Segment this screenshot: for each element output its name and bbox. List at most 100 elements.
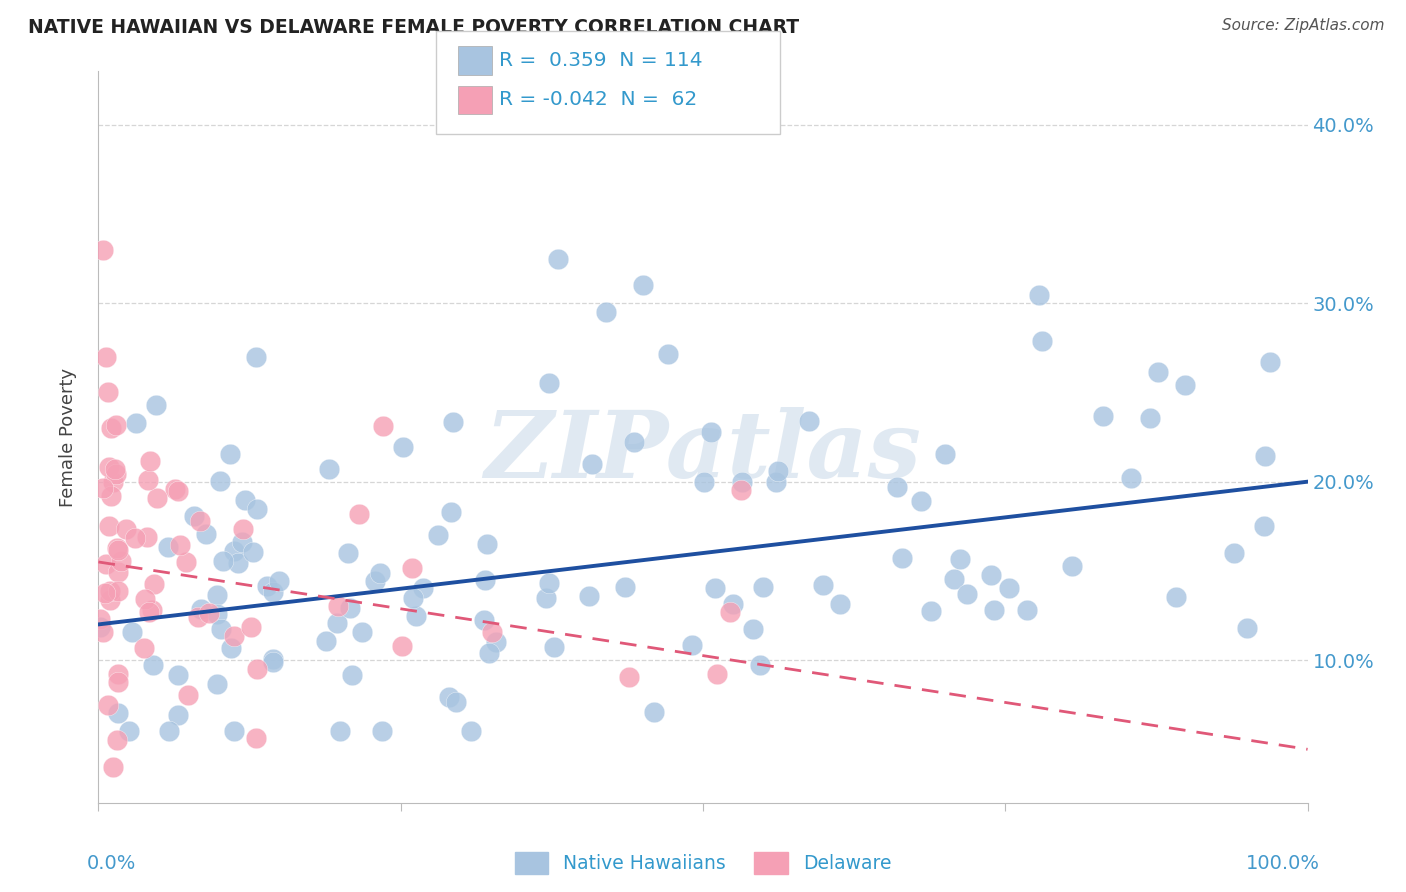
Point xyxy=(623,435,645,450)
Point xyxy=(481,625,503,640)
Point xyxy=(1223,546,1246,560)
Point xyxy=(441,415,464,429)
Point xyxy=(107,565,129,579)
Point xyxy=(412,581,434,595)
Point xyxy=(167,708,190,723)
Text: R = -0.042  N =  62: R = -0.042 N = 62 xyxy=(499,90,697,110)
Point xyxy=(166,667,188,681)
Point xyxy=(1147,365,1170,379)
Point xyxy=(163,482,186,496)
Point xyxy=(141,603,163,617)
Point xyxy=(980,567,1002,582)
Point xyxy=(742,623,765,637)
Point xyxy=(97,459,120,474)
Point xyxy=(187,609,209,624)
Point xyxy=(256,579,278,593)
Point xyxy=(245,731,267,745)
Point xyxy=(693,475,716,489)
Point xyxy=(169,538,191,552)
Point xyxy=(101,760,124,774)
Point xyxy=(748,658,770,673)
Point xyxy=(207,607,229,621)
Point xyxy=(617,670,640,684)
Point xyxy=(157,724,180,739)
Point xyxy=(474,574,496,588)
Point xyxy=(595,305,617,319)
Point xyxy=(1091,409,1114,424)
Point xyxy=(405,609,427,624)
Point xyxy=(101,475,124,489)
Point xyxy=(723,597,745,611)
Point xyxy=(643,706,665,720)
Point xyxy=(218,447,240,461)
Point xyxy=(315,633,337,648)
Point xyxy=(100,421,122,435)
Point xyxy=(998,582,1021,596)
Point xyxy=(91,624,114,639)
Point xyxy=(105,733,128,747)
Point xyxy=(183,509,205,524)
Point xyxy=(205,677,228,691)
Point xyxy=(104,418,127,433)
Point xyxy=(91,481,114,495)
Point xyxy=(107,583,129,598)
Text: 0.0%: 0.0% xyxy=(86,854,136,873)
Point xyxy=(219,641,242,656)
Point xyxy=(267,574,290,589)
Point xyxy=(1254,450,1277,464)
Point xyxy=(124,531,146,545)
Point xyxy=(208,474,231,488)
Point xyxy=(124,417,146,431)
Point xyxy=(94,350,117,364)
Point xyxy=(657,347,679,361)
Text: 100.0%: 100.0% xyxy=(1246,854,1320,873)
Point xyxy=(910,494,932,508)
Point xyxy=(142,577,165,591)
Point xyxy=(543,640,565,654)
Point xyxy=(138,454,160,468)
Point xyxy=(934,447,956,461)
Point xyxy=(115,522,138,536)
Point xyxy=(1236,621,1258,635)
Point xyxy=(891,550,914,565)
Point xyxy=(100,489,122,503)
Point xyxy=(328,599,350,613)
Point xyxy=(100,592,122,607)
Point xyxy=(718,605,741,619)
Point xyxy=(96,557,118,571)
Point xyxy=(222,724,245,739)
Point xyxy=(1119,471,1142,485)
Point xyxy=(105,467,128,482)
Point xyxy=(97,385,120,400)
Point xyxy=(138,605,160,619)
Point xyxy=(98,583,121,598)
Point xyxy=(578,590,600,604)
Point xyxy=(339,601,361,615)
Point xyxy=(232,522,254,536)
Point xyxy=(329,724,352,739)
Point xyxy=(460,724,482,739)
Point xyxy=(364,574,387,589)
Point xyxy=(1164,591,1187,605)
Point xyxy=(188,514,211,528)
Point xyxy=(391,440,413,454)
Point xyxy=(631,278,654,293)
Point xyxy=(444,695,467,709)
Point xyxy=(226,556,249,570)
Point xyxy=(340,668,363,682)
Point xyxy=(245,662,267,676)
Point xyxy=(703,581,725,595)
Point xyxy=(198,606,221,620)
Point xyxy=(1060,559,1083,574)
Point xyxy=(828,597,851,611)
Point xyxy=(136,530,159,544)
Point xyxy=(1174,378,1197,392)
Point xyxy=(534,591,557,606)
Point xyxy=(681,638,703,652)
Point xyxy=(547,252,569,266)
Point xyxy=(949,552,972,566)
Point xyxy=(350,624,373,639)
Point xyxy=(242,545,264,559)
Point xyxy=(134,591,156,606)
Legend: Native Hawaiians, Delaware: Native Hawaiians, Delaware xyxy=(508,845,898,881)
